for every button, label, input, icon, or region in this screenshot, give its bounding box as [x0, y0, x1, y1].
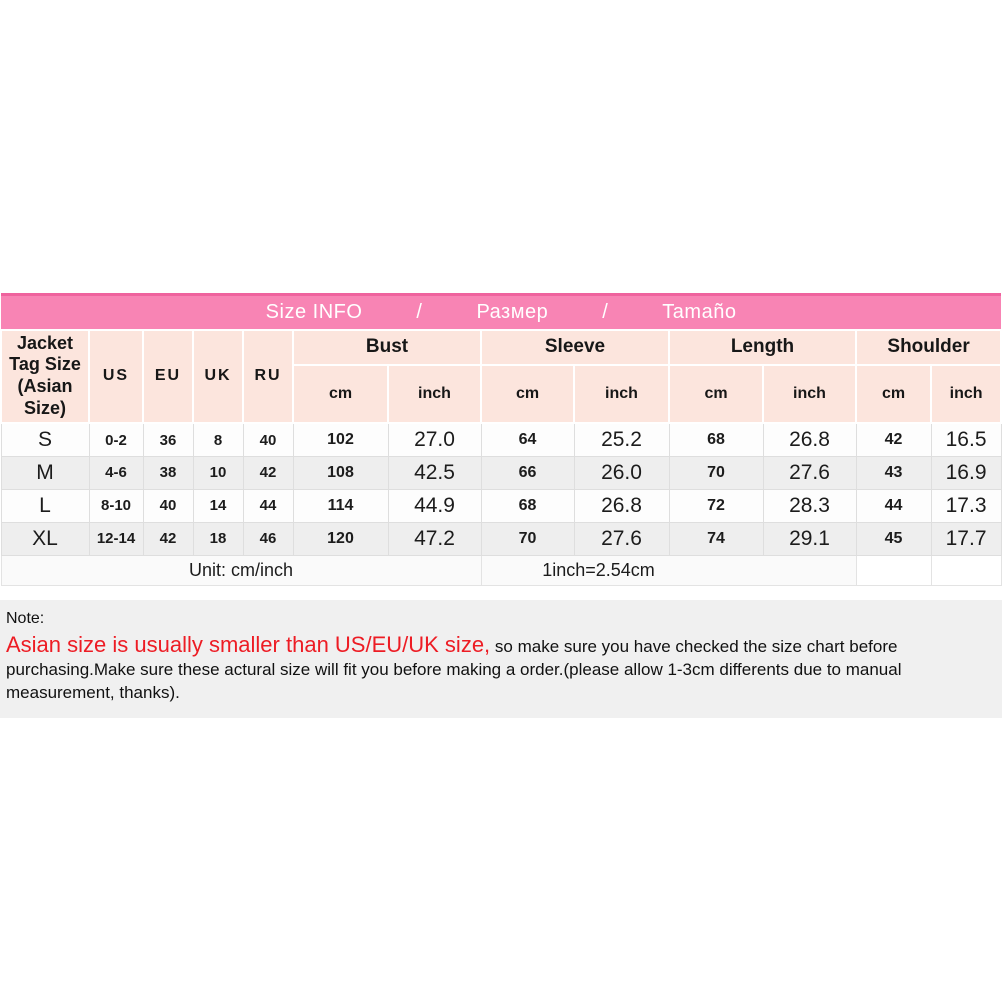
ru-size: 42: [242, 455, 294, 490]
ru-size: 40: [242, 422, 294, 457]
table-title: Size INFO / Размер / Tamaño: [1, 301, 1001, 324]
length-inch: 27.6: [762, 455, 857, 490]
shoulder-cm: 44: [855, 488, 932, 523]
title-segment-es: Tamaño: [662, 300, 737, 323]
title-separator: /: [416, 300, 423, 323]
table-title-bar: Size INFO / Размер / Tamaño: [1, 293, 1002, 331]
header-unit-row: cm inch cm inch cm inch cm inch: [1, 364, 1002, 425]
unit-header-bust-inch: inch: [387, 364, 482, 425]
uk-size: 14: [192, 488, 244, 523]
shoulder-cm: 43: [855, 455, 932, 490]
us-size: 12-14: [88, 521, 144, 556]
sleeve-cm: 66: [480, 455, 575, 490]
sleeve-inch: 26.0: [573, 455, 670, 490]
size-tag: M: [0, 455, 90, 490]
note-highlight-text: Asian size is usually smaller than US/EU…: [6, 631, 491, 657]
uk-size: 18: [192, 521, 244, 556]
title-separator: /: [602, 300, 609, 323]
note-section: Note: Asian size is usually smaller than…: [0, 599, 1002, 718]
shoulder-cm: 45: [855, 521, 932, 556]
length-cm: 74: [668, 521, 764, 556]
unit-header-length-cm: cm: [668, 364, 764, 425]
unit-header-shoulder-cm: cm: [855, 364, 932, 425]
bust-inch: 44.9: [387, 488, 482, 523]
empty-cell: [930, 554, 1002, 586]
col-header-us: US: [88, 328, 144, 425]
group-header-shoulder: Shoulder: [854, 328, 1002, 367]
bust-cm: 114: [292, 488, 389, 523]
shoulder-cm: 42: [855, 422, 932, 457]
table-row: M 4-6 38 10 42 108 42.5 66 26.0 70 27.6 …: [0, 455, 1002, 490]
group-header-sleeve: Sleeve: [480, 328, 670, 367]
eu-size: 42: [142, 521, 194, 556]
length-cm: 70: [668, 455, 764, 490]
length-inch: 28.3: [762, 488, 857, 523]
shoulder-inch: 17.3: [930, 488, 1002, 523]
us-size: 0-2: [88, 422, 144, 457]
header-group-row: Jacket Tag Size (Asian Size) US EU UK RU…: [0, 328, 1002, 425]
unit-header-bust-cm: cm: [292, 364, 389, 425]
sleeve-inch: 25.2: [573, 422, 670, 457]
us-size: 4-6: [88, 455, 144, 490]
bust-cm: 102: [292, 422, 389, 457]
sleeve-cm: 68: [480, 488, 575, 523]
unit-header-sleeve-cm: cm: [480, 364, 575, 425]
title-segment-ru: Размер: [476, 300, 549, 323]
bust-inch: 27.0: [387, 422, 482, 457]
length-inch: 26.8: [762, 422, 857, 457]
title-segment-en: Size INFO: [265, 300, 363, 323]
unit-note: Unit: cm/inch: [0, 554, 482, 586]
group-header-bust: Bust: [292, 328, 482, 367]
bust-cm: 108: [292, 455, 389, 490]
shoulder-inch: 17.7: [930, 521, 1002, 556]
shoulder-inch: 16.5: [930, 422, 1002, 457]
bust-cm: 120: [292, 521, 389, 556]
note-text: Asian size is usually smaller than US/EU…: [6, 631, 996, 704]
bust-inch: 42.5: [387, 455, 482, 490]
table-footer-row: Unit: cm/inch 1inch=2.54cm: [0, 554, 1002, 586]
col-header-uk: UK: [192, 328, 244, 425]
sleeve-cm: 64: [480, 422, 575, 457]
ru-size: 44: [242, 488, 294, 523]
size-chart: Size INFO / Размер / Tamaño Jacket Tag S…: [0, 293, 1002, 586]
bust-inch: 47.2: [387, 521, 482, 556]
eu-size: 36: [142, 422, 194, 457]
table-row: S 0-2 36 8 40 102 27.0 64 25.2 68 26.8 4…: [0, 422, 1002, 457]
eu-size: 40: [142, 488, 194, 523]
length-cm: 68: [668, 422, 764, 457]
col-header-eu: EU: [142, 328, 194, 425]
eu-size: 38: [142, 455, 194, 490]
sleeve-inch: 27.6: [573, 521, 670, 556]
table-row: XL 12-14 42 18 46 120 47.2 70 27.6 74 29…: [0, 521, 1002, 556]
size-tag: S: [0, 422, 90, 457]
size-tag: L: [0, 488, 90, 523]
sleeve-cm: 70: [480, 521, 575, 556]
group-header-length: Length: [668, 328, 857, 367]
uk-size: 8: [192, 422, 244, 457]
uk-size: 10: [192, 455, 244, 490]
size-tag: XL: [0, 521, 90, 556]
unit-header-sleeve-inch: inch: [573, 364, 670, 425]
corner-header: Jacket Tag Size (Asian Size): [0, 328, 90, 425]
conversion-note: 1inch=2.54cm: [480, 554, 857, 586]
unit-header-length-inch: inch: [762, 364, 857, 425]
note-label: Note:: [6, 609, 45, 627]
table-row: L 8-10 40 14 44 114 44.9 68 26.8 72 28.3…: [0, 488, 1002, 523]
unit-header-shoulder-inch: inch: [929, 364, 1002, 425]
length-cm: 72: [668, 488, 764, 523]
note-body-text: so make sure you have checked the size c…: [6, 636, 902, 702]
ru-size: 46: [242, 521, 294, 556]
sleeve-inch: 26.8: [573, 488, 670, 523]
shoulder-inch: 16.9: [930, 455, 1002, 490]
length-inch: 29.1: [762, 521, 857, 556]
us-size: 8-10: [88, 488, 144, 523]
col-header-ru: RU: [242, 328, 294, 425]
empty-cell: [855, 554, 932, 586]
size-table: Size INFO / Размер / Tamaño Jacket Tag S…: [0, 293, 1002, 586]
